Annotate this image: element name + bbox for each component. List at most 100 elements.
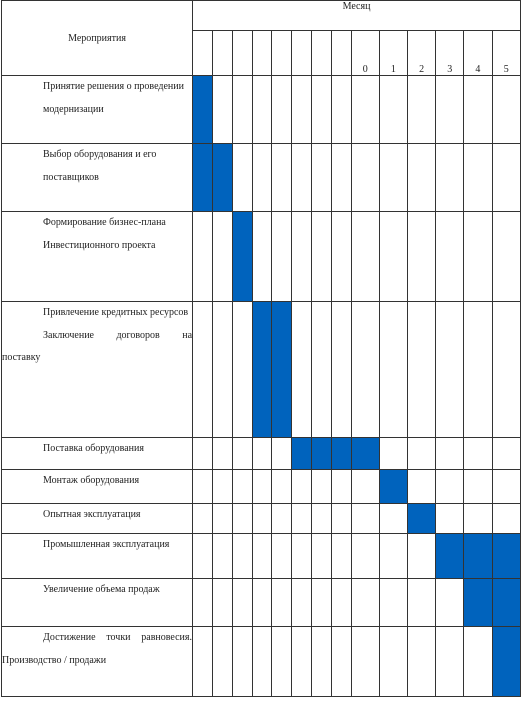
empty-cell — [310, 533, 332, 579]
empty-cell — [310, 143, 332, 212]
empty-cell — [211, 503, 233, 534]
empty-cell — [231, 143, 253, 212]
gantt-bar-cell — [330, 437, 352, 470]
gantt-bar-cell — [435, 533, 465, 579]
empty-cell — [406, 533, 437, 579]
task-cell: Увеличение объема продаж — [0, 578, 194, 627]
empty-cell — [291, 626, 312, 697]
task-cell: Монтаж оборудования — [0, 469, 194, 504]
month-group-header: Месяц — [192, 0, 521, 31]
empty-cell — [406, 437, 437, 470]
empty-cell — [435, 626, 465, 697]
empty-cell — [330, 533, 352, 579]
empty-cell — [491, 143, 521, 212]
month-number-header — [310, 30, 332, 76]
table-row: Монтаж оборудования — [0, 469, 521, 504]
empty-cell — [491, 503, 521, 534]
empty-cell — [211, 533, 233, 579]
gantt-bar-cell — [291, 437, 312, 470]
empty-cell — [350, 533, 380, 579]
empty-cell — [291, 211, 312, 302]
empty-cell — [310, 503, 332, 534]
empty-cell — [231, 578, 253, 627]
empty-cell — [350, 469, 380, 504]
empty-cell — [350, 75, 380, 144]
empty-cell — [291, 533, 312, 579]
empty-cell — [435, 503, 465, 534]
empty-cell — [251, 437, 273, 470]
empty-cell — [330, 469, 352, 504]
month-number-header — [231, 30, 253, 76]
empty-cell — [435, 578, 465, 627]
empty-cell — [231, 533, 253, 579]
empty-cell — [192, 469, 213, 504]
empty-cell — [291, 578, 312, 627]
table-row: Опытная эксплуатация — [0, 503, 521, 534]
empty-cell — [211, 437, 233, 470]
gantt-bar-cell — [491, 626, 521, 697]
empty-cell — [310, 578, 332, 627]
empty-cell — [435, 301, 465, 438]
empty-cell — [251, 578, 273, 627]
gantt-chart-table: Мероприятия Месяц 0 1 2 3 4 5 Принятие решения … — [0, 0, 521, 697]
gantt-bar-cell — [192, 143, 213, 212]
table-row: Выбор оборудования и его поставщиков — [0, 143, 521, 212]
empty-cell — [251, 75, 273, 144]
task-label: Достижение точки равновесия. Производств… — [2, 632, 193, 666]
table-row: Привлечение кредитных ресурсов Заключение… — [0, 301, 521, 438]
empty-cell — [350, 143, 380, 212]
month-number-header: 1 — [378, 30, 408, 76]
empty-cell — [463, 211, 493, 302]
task-cell: Формирование бизнес-плана Инвестиционного… — [0, 211, 194, 302]
empty-cell — [350, 503, 380, 534]
gantt-bar-cell — [310, 437, 332, 470]
gantt-bar-cell — [251, 301, 273, 438]
empty-cell — [251, 143, 273, 212]
month-number-header: 2 — [406, 30, 437, 76]
task-label: Увеличение объема продаж — [43, 584, 160, 595]
table-row: Увеличение объема продаж — [0, 578, 521, 627]
empty-cell — [251, 503, 273, 534]
empty-cell — [491, 301, 521, 438]
empty-cell — [211, 211, 233, 302]
empty-cell — [192, 301, 213, 438]
empty-cell — [251, 469, 273, 504]
table-row: Принятие решения о проведении модернизаци… — [0, 75, 521, 144]
gantt-bar-cell — [192, 75, 213, 144]
empty-cell — [435, 469, 465, 504]
empty-cell — [378, 143, 408, 212]
empty-cell — [271, 626, 293, 697]
empty-cell — [291, 75, 312, 144]
empty-cell — [406, 75, 437, 144]
empty-cell — [491, 437, 521, 470]
empty-cell — [406, 626, 437, 697]
task-column-header: Мероприятия — [0, 0, 194, 76]
task-label: Поставка оборудования — [43, 443, 144, 454]
task-label: Монтаж оборудования — [43, 475, 140, 486]
gantt-bar-cell — [211, 143, 233, 212]
month-number-header — [291, 30, 312, 76]
empty-cell — [330, 211, 352, 302]
task-cell: Промышленная эксплуатация — [0, 533, 194, 579]
task-label: Инвестиционного проекта — [43, 239, 156, 251]
empty-cell — [231, 469, 253, 504]
empty-cell — [251, 211, 273, 302]
table-row: Поставка оборудования — [0, 437, 521, 470]
empty-cell — [406, 211, 437, 302]
gantt-bar-cell — [491, 533, 521, 579]
empty-cell — [231, 301, 253, 438]
task-label: Промышленная эксплуатация — [43, 539, 170, 550]
empty-cell — [463, 143, 493, 212]
empty-cell — [491, 75, 521, 144]
empty-cell — [211, 469, 233, 504]
empty-cell — [291, 469, 312, 504]
empty-cell — [463, 75, 493, 144]
empty-cell — [378, 578, 408, 627]
empty-cell — [192, 626, 213, 697]
empty-cell — [350, 626, 380, 697]
empty-cell — [435, 211, 465, 302]
empty-cell — [378, 503, 408, 534]
empty-cell — [463, 503, 493, 534]
table-row: Формирование бизнес-плана Инвестиционного… — [0, 211, 521, 302]
empty-cell — [378, 437, 408, 470]
